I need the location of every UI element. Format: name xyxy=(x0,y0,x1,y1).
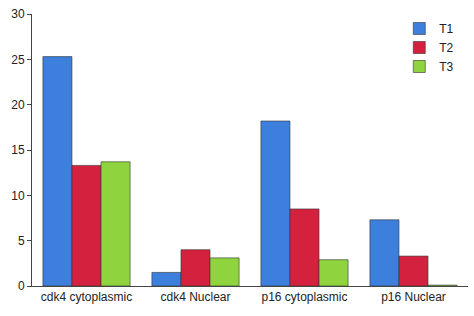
svg-text:p16 Nuclear: p16 Nuclear xyxy=(381,290,446,304)
svg-text:cdk4 Nuclear: cdk4 Nuclear xyxy=(160,290,230,304)
svg-text:T3: T3 xyxy=(439,60,453,74)
svg-text:p16 cytoplasmic: p16 cytoplasmic xyxy=(261,290,347,304)
svg-text:15: 15 xyxy=(11,143,25,157)
svg-text:30: 30 xyxy=(11,7,25,21)
svg-text:20: 20 xyxy=(11,98,25,112)
svg-text:cdk4 cytoplasmic: cdk4 cytoplasmic xyxy=(41,290,132,304)
svg-text:T1: T1 xyxy=(439,22,453,36)
svg-text:0: 0 xyxy=(18,279,25,293)
svg-text:25: 25 xyxy=(11,53,25,67)
svg-text:5: 5 xyxy=(18,234,25,248)
svg-text:T2: T2 xyxy=(439,41,453,55)
svg-text:10: 10 xyxy=(11,189,25,203)
